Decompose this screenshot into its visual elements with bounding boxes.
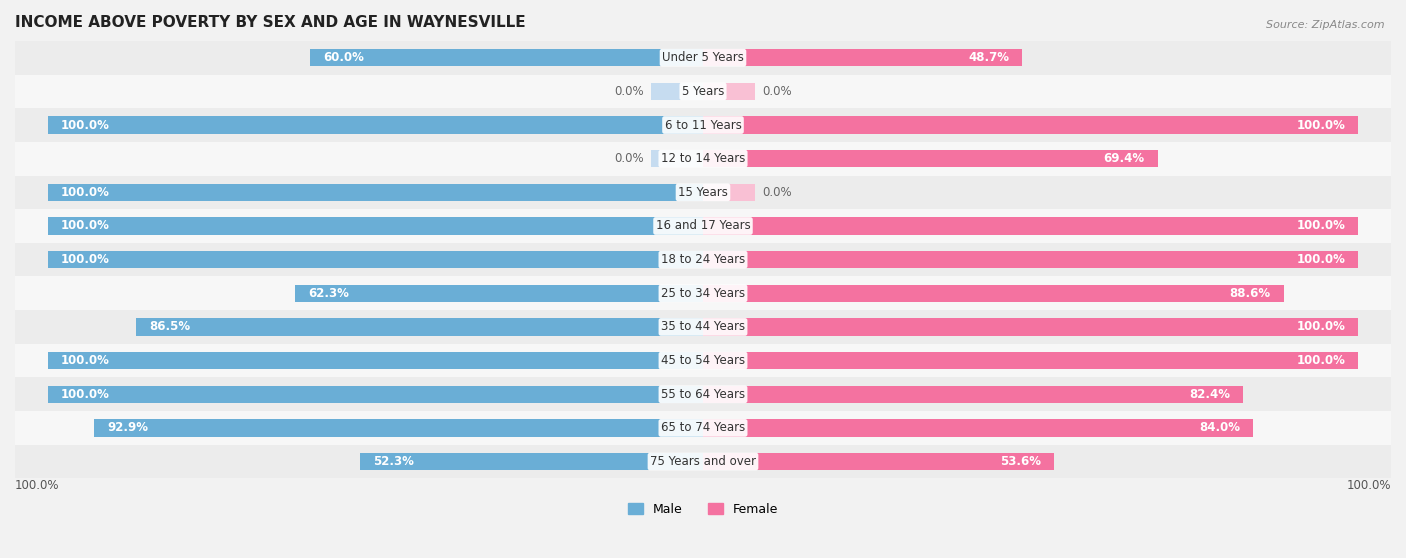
Text: 0.0%: 0.0% (614, 152, 644, 165)
Text: 0.0%: 0.0% (762, 186, 792, 199)
Text: 65 to 74 Years: 65 to 74 Years (661, 421, 745, 435)
Bar (703, 419, 1253, 437)
Bar (15, 411, 1391, 445)
Bar (703, 116, 1358, 134)
Text: 25 to 34 Years: 25 to 34 Years (661, 287, 745, 300)
Bar (703, 318, 1358, 336)
Bar (48, 251, 703, 268)
Text: 18 to 24 Years: 18 to 24 Years (661, 253, 745, 266)
Text: INCOME ABOVE POVERTY BY SEX AND AGE IN WAYNESVILLE: INCOME ABOVE POVERTY BY SEX AND AGE IN W… (15, 15, 526, 30)
Text: 16 and 17 Years: 16 and 17 Years (655, 219, 751, 233)
Bar (703, 285, 1284, 302)
Text: 55 to 64 Years: 55 to 64 Years (661, 388, 745, 401)
Bar (15, 344, 1391, 377)
Bar (309, 49, 703, 66)
Text: 100.0%: 100.0% (60, 118, 110, 132)
Bar (651, 150, 703, 167)
Bar (703, 352, 1358, 369)
Text: 62.3%: 62.3% (308, 287, 349, 300)
Bar (703, 217, 1358, 235)
Text: 15 Years: 15 Years (678, 186, 728, 199)
Text: 100.0%: 100.0% (1296, 219, 1346, 233)
Text: 100.0%: 100.0% (1296, 118, 1346, 132)
Bar (703, 49, 1022, 66)
Bar (651, 83, 703, 100)
Bar (48, 217, 703, 235)
Bar (15, 276, 1391, 310)
Text: 53.6%: 53.6% (1000, 455, 1040, 468)
Bar (48, 352, 703, 369)
Bar (136, 318, 703, 336)
Bar (703, 251, 1358, 268)
Text: 84.0%: 84.0% (1199, 421, 1240, 435)
Text: 12 to 14 Years: 12 to 14 Years (661, 152, 745, 165)
Bar (703, 453, 1054, 470)
Bar (48, 116, 703, 134)
Bar (15, 209, 1391, 243)
Bar (48, 184, 703, 201)
Text: 100.0%: 100.0% (60, 354, 110, 367)
Text: 35 to 44 Years: 35 to 44 Years (661, 320, 745, 334)
Bar (15, 176, 1391, 209)
Bar (360, 453, 703, 470)
Text: 48.7%: 48.7% (967, 51, 1010, 64)
Bar (15, 445, 1391, 478)
Text: 75 Years and over: 75 Years and over (650, 455, 756, 468)
Bar (295, 285, 703, 302)
Text: 100.0%: 100.0% (60, 388, 110, 401)
Bar (15, 377, 1391, 411)
Text: 100.0%: 100.0% (1347, 479, 1391, 492)
Text: 45 to 54 Years: 45 to 54 Years (661, 354, 745, 367)
Bar (703, 386, 1243, 403)
Text: 52.3%: 52.3% (374, 455, 415, 468)
Text: 6 to 11 Years: 6 to 11 Years (665, 118, 741, 132)
Bar (15, 75, 1391, 108)
Text: 100.0%: 100.0% (1296, 253, 1346, 266)
Text: 69.4%: 69.4% (1104, 152, 1144, 165)
Text: 5 Years: 5 Years (682, 85, 724, 98)
Bar (703, 184, 755, 201)
Bar (703, 150, 1157, 167)
Text: 100.0%: 100.0% (15, 479, 59, 492)
Bar (15, 108, 1391, 142)
Bar (15, 41, 1391, 75)
Text: 0.0%: 0.0% (762, 85, 792, 98)
Text: 100.0%: 100.0% (60, 186, 110, 199)
Bar (15, 243, 1391, 276)
Text: Under 5 Years: Under 5 Years (662, 51, 744, 64)
Bar (94, 419, 703, 437)
Text: 86.5%: 86.5% (149, 320, 190, 334)
Text: 82.4%: 82.4% (1189, 388, 1230, 401)
Bar (15, 310, 1391, 344)
Bar (703, 83, 755, 100)
Text: 0.0%: 0.0% (614, 85, 644, 98)
Text: 92.9%: 92.9% (107, 421, 149, 435)
Text: 88.6%: 88.6% (1229, 287, 1271, 300)
Bar (48, 386, 703, 403)
Legend: Male, Female: Male, Female (628, 503, 778, 516)
Bar (15, 142, 1391, 176)
Text: 100.0%: 100.0% (60, 219, 110, 233)
Text: Source: ZipAtlas.com: Source: ZipAtlas.com (1267, 20, 1385, 30)
Text: 60.0%: 60.0% (323, 51, 364, 64)
Text: 100.0%: 100.0% (60, 253, 110, 266)
Text: 100.0%: 100.0% (1296, 354, 1346, 367)
Text: 100.0%: 100.0% (1296, 320, 1346, 334)
